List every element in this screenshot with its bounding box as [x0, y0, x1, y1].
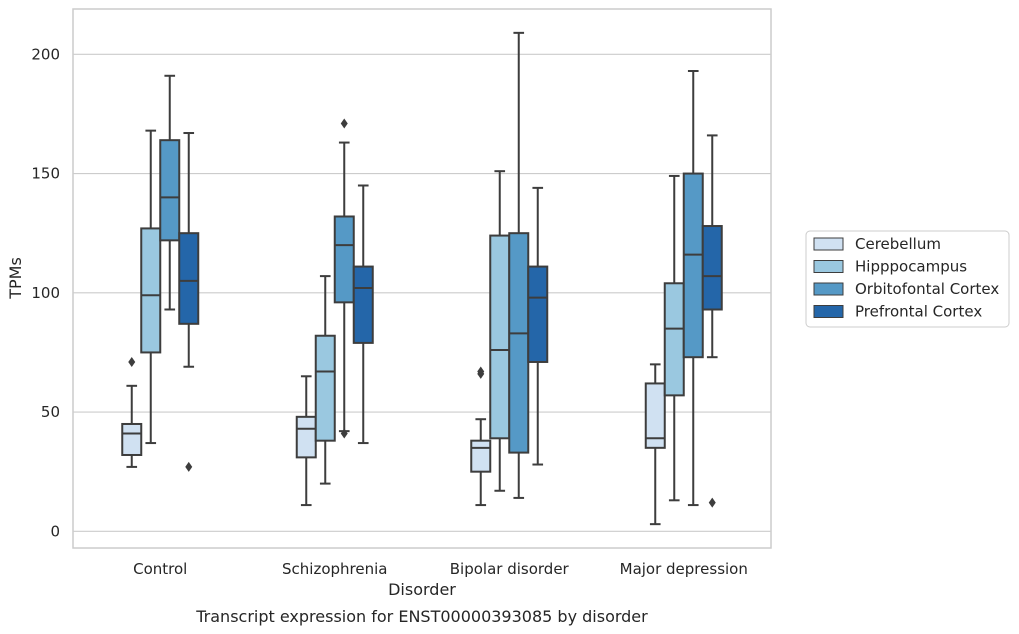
box-rect	[159, 139, 181, 242]
box-rect	[527, 265, 549, 363]
chart-caption: Transcript expression for ENST0000039308…	[195, 607, 648, 626]
y-tick-label: 150	[31, 165, 60, 183]
box-rect	[178, 232, 200, 325]
outlier-point	[477, 366, 485, 377]
x-tick-labels: Control Schizophrenia Bipolar disorder Majo…	[133, 560, 748, 578]
y-tick-label: 50	[41, 403, 60, 421]
box-2-3	[527, 186, 549, 466]
box-0-2	[159, 74, 181, 311]
legend-swatch	[813, 305, 844, 318]
y-axis-label: TPMs	[6, 257, 25, 300]
box-2-1	[489, 170, 511, 492]
box-rect	[121, 422, 143, 456]
box-2-0	[470, 366, 492, 507]
box-series	[121, 31, 723, 526]
outlier-point	[340, 428, 348, 439]
box-1-3	[352, 184, 374, 445]
box-rect	[140, 227, 162, 354]
box-1-0	[295, 375, 317, 507]
box-rect	[295, 415, 317, 459]
box-3-0	[644, 363, 666, 526]
legend-swatch	[813, 282, 844, 296]
box-0-1	[140, 129, 162, 445]
box-rect	[333, 215, 355, 304]
x-tick-label: Major depression	[620, 560, 748, 578]
box-rect	[701, 225, 723, 311]
box-2-2	[508, 31, 530, 499]
box-rect	[489, 234, 511, 440]
legend: Cerebellum Hipppocampus Orbitofontal Corte…	[805, 230, 1010, 328]
box-rect	[682, 172, 704, 359]
y-tick-label: 200	[31, 45, 60, 63]
outlier-point	[708, 497, 716, 508]
box-3-3	[701, 134, 723, 508]
x-axis-label: Disorder	[388, 580, 456, 599]
legend-label: Prefrontal Cortex	[855, 303, 982, 321]
box-rect	[644, 382, 666, 449]
box-1-1	[314, 275, 336, 485]
x-tick-label: Bipolar disorder	[450, 560, 570, 578]
outlier-point	[128, 356, 136, 367]
box-rect	[352, 265, 374, 344]
box-rect	[470, 439, 492, 473]
y-tick-labels: 0 50 100 150 200	[31, 45, 60, 540]
box-rect	[314, 334, 336, 442]
legend-swatch	[813, 237, 844, 251]
y-tick-label: 100	[31, 284, 60, 302]
legend-label: Orbitofontal Cortex	[855, 280, 999, 298]
box-rect	[663, 282, 685, 397]
legend-label: Hipppocampus	[855, 258, 967, 276]
legend-frame	[805, 230, 1010, 328]
box-1-2	[333, 118, 355, 439]
y-tick-label: 0	[50, 522, 60, 540]
box-0-0	[121, 356, 143, 468]
box-0-3	[178, 132, 200, 472]
legend-label: Cerebellum	[855, 235, 941, 253]
box-3-1	[663, 174, 685, 502]
outlier-point	[340, 118, 348, 129]
outlier-point	[185, 461, 193, 472]
legend-swatch	[813, 260, 844, 273]
x-tick-label: Control	[133, 560, 187, 578]
box-3-2	[682, 70, 704, 507]
plot-frame	[72, 8, 772, 549]
x-tick-label: Schizophrenia	[282, 560, 387, 578]
box-rect	[508, 232, 530, 454]
